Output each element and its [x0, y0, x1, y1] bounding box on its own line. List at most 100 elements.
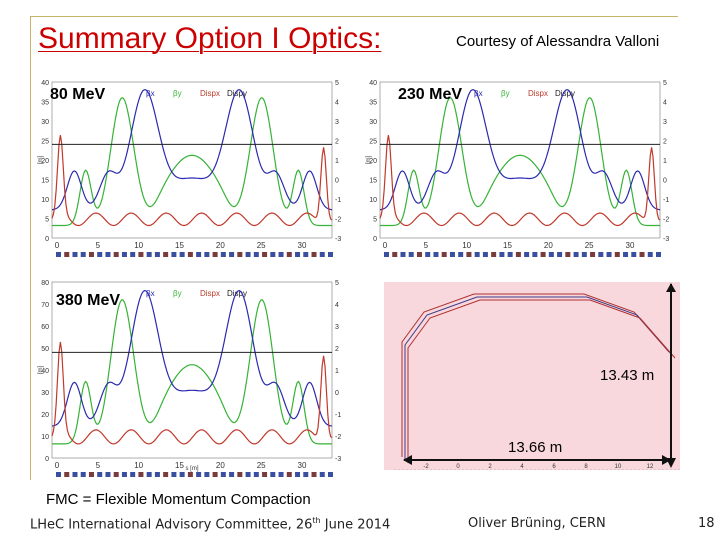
legend-entry: Dispx	[200, 89, 220, 98]
right-tick-label: 2	[335, 139, 339, 146]
beta-y-curve	[52, 298, 332, 445]
right-tick-label: -2	[663, 217, 669, 224]
lattice-magnet	[278, 252, 284, 257]
lattice-magnet	[408, 252, 414, 257]
lattice-magnet	[639, 252, 645, 257]
legend-entry: βx	[146, 89, 155, 98]
lattice-magnet	[146, 472, 152, 477]
lattice-magnet	[80, 252, 86, 257]
bottom-tick-label: 0	[55, 241, 60, 250]
lattice-magnet	[204, 252, 210, 257]
lattice-magnet	[245, 252, 251, 257]
beta-x-curve	[51, 289, 333, 427]
plot-frame	[379, 81, 661, 239]
lattice-magnet	[121, 252, 127, 257]
lattice-magnet	[590, 252, 596, 257]
left-tick-label: 10	[369, 197, 377, 204]
lattice-magnet	[88, 252, 94, 257]
right-tick-label: 5	[663, 80, 667, 87]
lattice-magnet	[573, 252, 579, 257]
right-tick-label: 5	[335, 80, 339, 87]
lattice-magnet	[303, 472, 309, 477]
left-tick-label: 25	[41, 139, 49, 146]
left-tick-label: 40	[41, 368, 49, 375]
right-tick-label: -1	[335, 412, 341, 419]
lattice-magnet	[425, 252, 431, 257]
bottom-tick-label: 15	[175, 241, 184, 250]
lattice-magnet	[163, 472, 169, 477]
plot-energy-label: 80 MeV	[50, 86, 106, 103]
right-tick-label: 3	[335, 119, 339, 126]
width-dimension-label: 13.66 m	[508, 439, 563, 456]
lattice-magnet	[557, 252, 563, 257]
right-tick-label: -3	[335, 456, 341, 463]
lattice-magnet	[328, 252, 333, 257]
right-tick-label: 3	[663, 119, 667, 126]
legend-entry: βy	[173, 289, 182, 298]
legend-entry: Dispy	[227, 89, 247, 98]
lattice-magnet	[466, 252, 472, 257]
lattice-magnet	[220, 472, 226, 477]
beta-y-curve	[380, 96, 660, 227]
bottom-tick-label: 20	[544, 241, 553, 250]
lattice-magnet	[171, 252, 177, 257]
lattice-magnet	[138, 252, 144, 257]
right-tick-label: 2	[335, 346, 339, 353]
lattice-magnet	[80, 472, 86, 477]
right-tick-label: -1	[335, 197, 341, 204]
left-tick-label: 5	[45, 217, 49, 224]
lattice-magnet	[433, 252, 439, 257]
legend-entry: βx	[146, 289, 155, 298]
lattice-magnet	[631, 252, 637, 257]
optics-plot-230mev: 40 35 30 25 20 15 10 5 0 5 4 3 2 1 0 -1 -2 -3 0 5 10 15 20 25 30…	[362, 74, 682, 260]
lattice-magnet	[237, 252, 243, 257]
lattice-magnet	[253, 252, 259, 257]
lattice-magnet	[295, 472, 301, 477]
bottom-tick-label: 10	[462, 241, 471, 250]
disp-x-curve	[379, 135, 661, 227]
lattice-magnet	[121, 472, 127, 477]
plot-energy-label: 380 MeV	[56, 292, 121, 309]
plot-frame	[51, 81, 333, 239]
lattice-magnet	[64, 472, 70, 477]
lattice-magnet	[212, 252, 218, 257]
right-tick-label: 0	[335, 390, 339, 397]
footer-author: Oliver Brüning, CERN	[468, 516, 606, 531]
lattice-magnet	[311, 252, 317, 257]
lattice-magnet	[458, 252, 464, 257]
ring-axis-tick: 12	[647, 464, 654, 470]
ring-outer-line	[401, 293, 670, 457]
bottom-tick-label: 15	[175, 461, 184, 470]
lattice-magnet	[278, 472, 284, 477]
legend-entry: Dispy	[227, 289, 247, 298]
lattice-magnet	[507, 252, 513, 257]
x-axis-label: s [m]	[186, 466, 199, 472]
bottom-tick-label: 0	[55, 461, 60, 470]
right-tick-label: 0	[663, 178, 667, 185]
lattice-magnet	[548, 252, 554, 257]
left-tick-label: 25	[369, 139, 377, 146]
left-tick-label: 0	[45, 456, 49, 463]
right-tick-label: 4	[335, 302, 339, 309]
right-tick-label: -1	[663, 197, 669, 204]
page-title: Summary Option I Optics:	[38, 22, 382, 55]
bottom-tick-label: 20	[216, 241, 225, 250]
right-tick-label: 1	[663, 158, 667, 165]
left-tick-label: 70	[41, 302, 49, 309]
left-tick-label: 10	[41, 197, 49, 204]
lattice-magnet	[72, 252, 78, 257]
legend-entry: Dispx	[528, 89, 548, 98]
bottom-tick-label: 5	[96, 461, 101, 470]
right-tick-label: 3	[335, 324, 339, 331]
lattice-magnet	[515, 252, 521, 257]
lattice-magnet	[598, 252, 604, 257]
bottom-tick-label: 15	[503, 241, 512, 250]
lattice-magnet	[97, 252, 103, 257]
right-tick-label: 5	[335, 280, 339, 287]
ring-axis-tick: 2	[488, 464, 492, 470]
lattice-magnet	[491, 252, 497, 257]
lattice-magnet	[262, 472, 268, 477]
